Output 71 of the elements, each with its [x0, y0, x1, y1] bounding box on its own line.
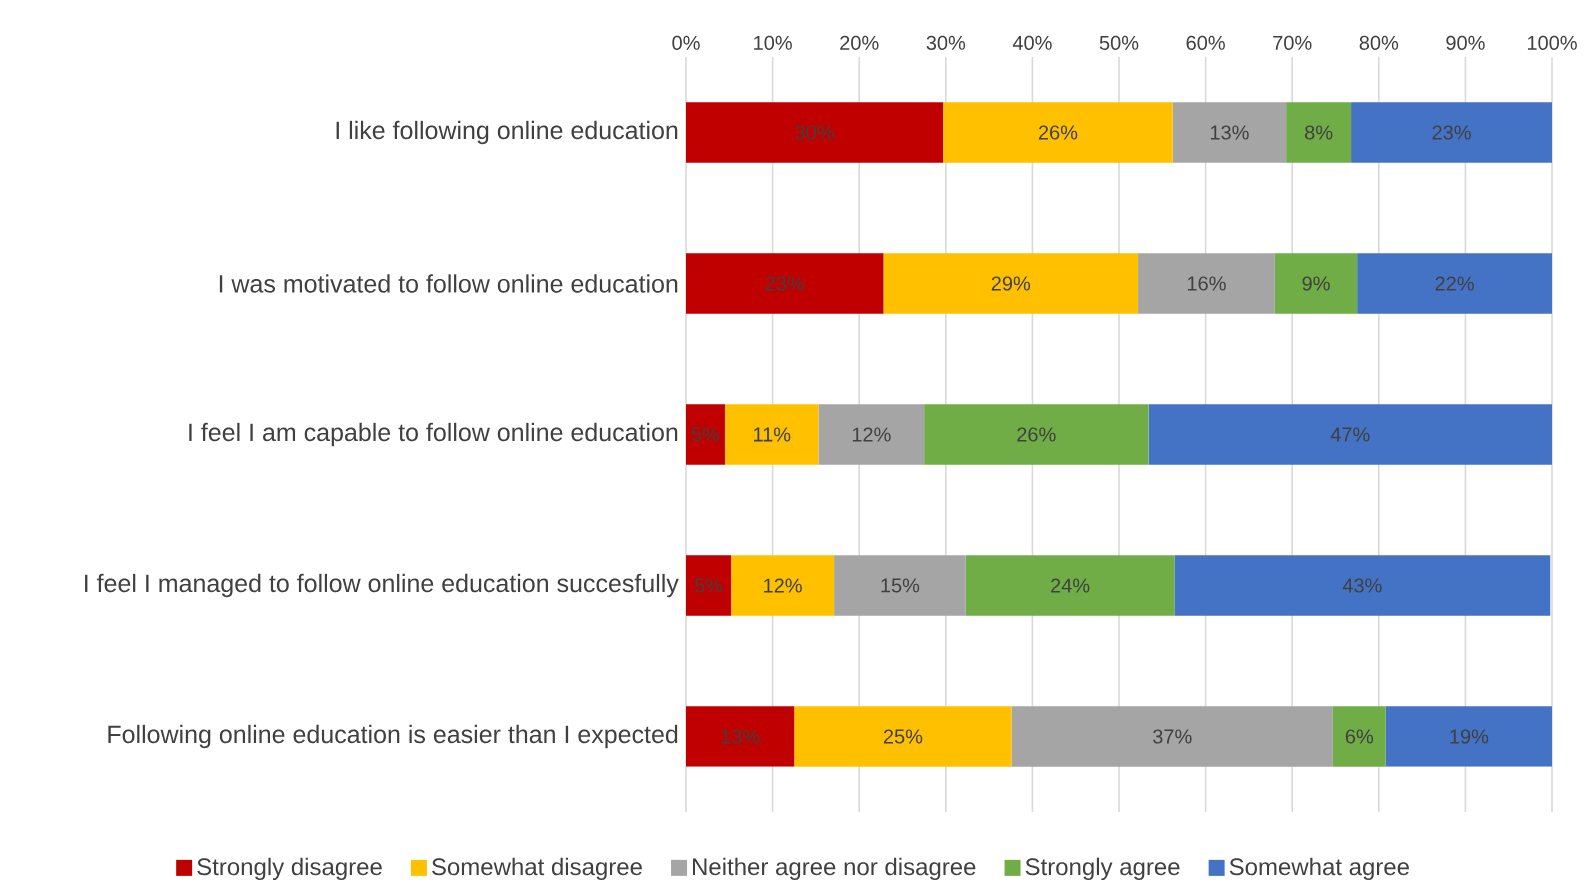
bar	[731, 555, 835, 616]
legend-label: Strongly agree	[1025, 857, 1180, 881]
bar	[1174, 555, 1551, 616]
legend-label: Strongly disagree	[197, 857, 382, 881]
bar	[686, 404, 725, 465]
data-label: 13%	[1210, 125, 1249, 140]
data-label: 5%	[691, 427, 720, 442]
data-label: 6%	[1345, 729, 1374, 744]
data-label: 25%	[883, 729, 923, 744]
bar	[1357, 253, 1552, 314]
y-tick-label: I was motivated to follow online education	[219, 274, 678, 293]
data-label: 19%	[1450, 729, 1489, 744]
y-tick-label: I feel I managed to follow online education succesfully	[85, 573, 679, 598]
data-label: 29%	[991, 276, 1031, 291]
data-label: 15%	[881, 578, 920, 593]
bar	[834, 555, 966, 616]
y-tick-label: Following online education is easier than I expected	[108, 724, 678, 749]
bar	[818, 404, 925, 465]
bar	[724, 404, 819, 465]
data-label: 37%	[1153, 729, 1192, 744]
x-tick-label: 0%	[672, 35, 700, 50]
data-label: 30%	[795, 125, 834, 140]
bar	[883, 253, 1139, 314]
bar	[686, 253, 884, 314]
bar	[1274, 253, 1358, 314]
bar	[924, 404, 1149, 465]
x-tick-label: 50%	[1099, 35, 1139, 50]
data-label: 23%	[765, 276, 805, 291]
legend-label: Neither agree nor disagree	[693, 857, 976, 881]
data-label: 47%	[1330, 427, 1370, 442]
x-tick-label: 90%	[1446, 35, 1485, 50]
bar	[943, 102, 1173, 163]
y-tick-label: I like following online education	[336, 120, 678, 145]
data-label: 9%	[1302, 276, 1330, 291]
bar	[1351, 102, 1552, 163]
data-label: 5%	[694, 578, 723, 593]
data-label: 8%	[1305, 125, 1333, 140]
x-tick-label: 10%	[754, 35, 792, 50]
x-tick-label: 80%	[1359, 35, 1399, 50]
data-label: 11%	[754, 427, 791, 442]
data-label: 26%	[1017, 427, 1056, 442]
data-label: 24%	[1051, 578, 1090, 593]
data-label: 12%	[764, 578, 802, 593]
data-label: 13%	[721, 729, 760, 744]
data-label: 26%	[1038, 125, 1078, 140]
legend-label: Somewhat disagree	[432, 857, 642, 881]
data-label: 23%	[1432, 125, 1471, 140]
bar	[1148, 404, 1552, 465]
legend-label: Somewhat agree	[1229, 857, 1409, 881]
x-tick-label: 60%	[1186, 35, 1225, 50]
bar	[1138, 253, 1275, 314]
x-tick-label: 40%	[1012, 35, 1052, 50]
bar	[1385, 706, 1552, 767]
x-tick-label: 30%	[926, 35, 966, 50]
bar	[794, 706, 1012, 767]
bar	[1011, 706, 1333, 767]
x-tick-label: 100%	[1527, 35, 1577, 50]
data-label: 16%	[1187, 276, 1226, 291]
bar	[686, 706, 795, 767]
bar	[1332, 706, 1386, 767]
x-tick-label: 20%	[840, 35, 879, 50]
bar	[686, 102, 944, 163]
data-label: 12%	[852, 427, 891, 442]
data-label: 43%	[1342, 578, 1382, 593]
y-tick-label: I feel I am capable to follow online education	[189, 422, 678, 447]
bar	[965, 555, 1175, 616]
x-tick-label: 70%	[1273, 35, 1312, 50]
bar	[686, 555, 732, 616]
data-label: 22%	[1435, 276, 1474, 291]
bar	[1286, 102, 1352, 163]
bar	[1172, 102, 1287, 163]
